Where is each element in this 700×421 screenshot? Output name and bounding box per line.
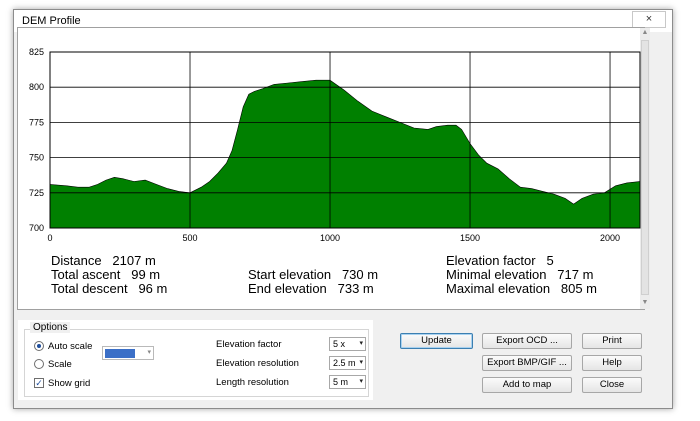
stat-distance: Distance 2107 m [51,253,156,268]
x-tick-label: 500 [182,233,197,243]
add-to-map-button[interactable]: Add to map [482,377,572,393]
y-tick-label: 775 [29,117,44,127]
elevation-resolution-value: 2.5 m [333,358,356,368]
chevron-down-icon[interactable]: ▾ [359,340,363,347]
show-grid-label[interactable]: Show grid [48,378,91,389]
stat-end-elevation: End elevation 733 m [248,281,374,296]
auto-scale-label[interactable]: Auto scale [48,341,93,352]
x-tick-label: 1500 [460,233,480,243]
stat-elevation-factor: Elevation factor 5 [446,253,554,268]
options-panel [18,320,373,400]
scroll-down-icon[interactable]: ▼ [641,299,649,306]
scale-radio[interactable] [34,359,44,369]
window-title: DEM Profile [22,15,81,27]
y-tick-label: 825 [29,47,44,57]
y-tick-label: 700 [29,223,44,233]
x-tick-label: 2000 [600,233,620,243]
stat-start-elevation: Start elevation 730 m [248,267,379,282]
stat-total-ascent: Total ascent 99 m [51,267,161,282]
length-resolution-label: Length resolution [216,377,289,388]
export-ocd-button[interactable]: Export OCD ... [482,333,572,349]
chevron-down-icon[interactable]: ▾ [359,359,363,366]
elevation-factor-value: 5 x [333,339,346,349]
scrollbar-thumb[interactable] [641,40,649,295]
elevation-factor-select[interactable]: 5 x ▾ [329,337,366,351]
scale-input[interactable]: ▾ [102,346,154,360]
title-bar: DEM Profile × [14,10,672,32]
elevation-resolution-select[interactable]: 2.5 m ▾ [329,356,366,370]
chevron-down-icon[interactable]: ▾ [359,378,363,385]
y-tick-label: 725 [29,188,44,198]
help-button[interactable]: Help [582,355,642,371]
elevation-resolution-label: Elevation resolution [216,358,299,369]
options-group [24,329,369,397]
update-button[interactable]: Update [400,333,473,349]
export-bmp-gif-button[interactable]: Export BMP/GIF ... [482,355,572,371]
length-resolution-value: 5 m [333,377,349,387]
stat-total-descent: Total descent 96 m [51,281,168,296]
scale-label[interactable]: Scale [48,359,72,370]
stat-minimal-elevation: Minimal elevation 717 m [446,267,594,282]
close-button[interactable]: Close [582,377,642,393]
y-tick-label: 800 [29,82,44,92]
close-icon[interactable]: × [632,11,666,28]
chevron-down-icon[interactable]: ▾ [147,349,151,356]
print-button[interactable]: Print [582,333,642,349]
scale-selected-value [105,349,135,358]
x-tick-label: 1000 [320,233,340,243]
scroll-up-icon[interactable]: ▲ [641,29,649,36]
vertical-scrollbar[interactable]: ▲ ▼ [640,28,650,309]
elevation-factor-label: Elevation factor [216,339,282,350]
y-tick-label: 750 [29,153,44,163]
elevation-area [49,79,641,229]
show-grid-checkbox[interactable]: ✓ [34,378,44,388]
plot-frame [49,51,641,229]
elevation-profile-chart: 0 500 1000 1500 2000 700 725 750 775 800 825 [29,47,641,243]
options-group-label: Options [30,322,71,333]
auto-scale-radio[interactable] [34,341,44,351]
x-tick-label: 0 [47,233,52,243]
stat-maximal-elevation: Maximal elevation 805 m [446,281,598,296]
length-resolution-select[interactable]: 5 m ▾ [329,375,366,389]
